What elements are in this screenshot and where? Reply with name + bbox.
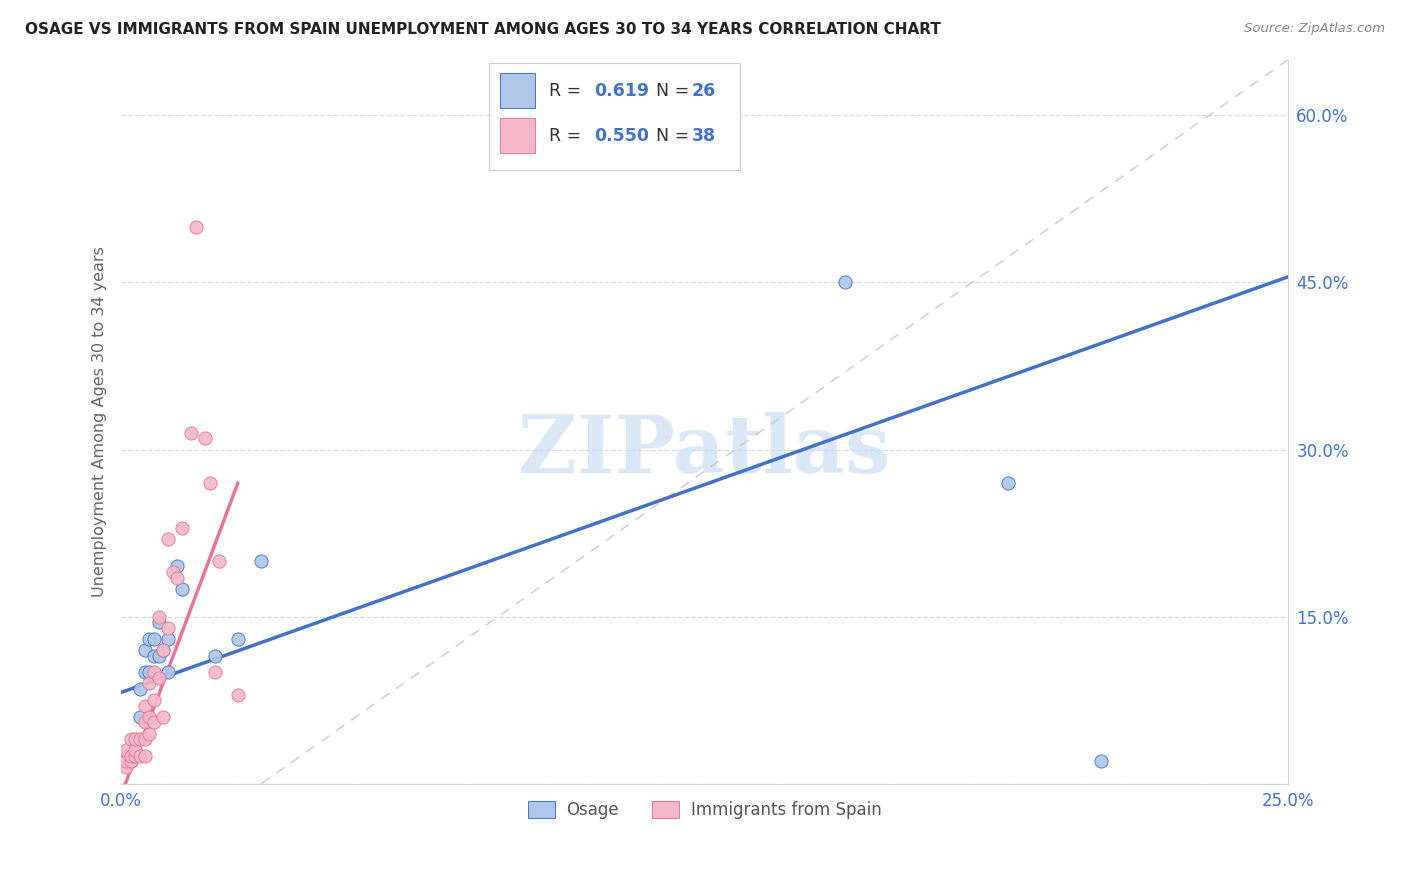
Y-axis label: Unemployment Among Ages 30 to 34 years: Unemployment Among Ages 30 to 34 years <box>93 246 107 597</box>
Point <box>128 732 150 747</box>
Point <box>138 665 160 680</box>
Point <box>134 698 156 713</box>
Text: ZIPatlas: ZIPatlas <box>519 411 891 490</box>
Text: N =: N = <box>645 127 695 145</box>
Point <box>128 681 150 696</box>
Point <box>194 431 217 445</box>
Point <box>204 648 226 663</box>
Point <box>142 693 165 707</box>
Point <box>152 643 174 657</box>
Point <box>134 643 156 657</box>
Text: R =: R = <box>550 82 588 100</box>
Point <box>834 276 856 290</box>
Point <box>166 571 188 585</box>
Legend: Osage, Immigrants from Spain: Osage, Immigrants from Spain <box>522 795 889 826</box>
Point <box>180 425 202 440</box>
Point <box>142 632 165 646</box>
Point <box>120 755 142 769</box>
Point <box>138 632 160 646</box>
Point <box>170 582 193 596</box>
Point <box>156 632 179 646</box>
Point <box>115 760 138 774</box>
Point <box>148 648 170 663</box>
Point <box>204 665 226 680</box>
Point <box>142 715 165 730</box>
Text: 0.619: 0.619 <box>593 82 648 100</box>
Point <box>124 732 146 747</box>
Text: R =: R = <box>550 127 588 145</box>
Point <box>156 532 179 546</box>
Point <box>138 676 160 690</box>
Point <box>142 648 165 663</box>
Point <box>124 743 146 757</box>
Point <box>156 621 179 635</box>
Point <box>162 565 184 579</box>
Point <box>226 632 249 646</box>
Point <box>124 743 146 757</box>
Point <box>184 219 207 234</box>
Text: 26: 26 <box>692 82 716 100</box>
Point <box>152 710 174 724</box>
Point <box>138 726 160 740</box>
Point <box>134 732 156 747</box>
Text: OSAGE VS IMMIGRANTS FROM SPAIN UNEMPLOYMENT AMONG AGES 30 TO 34 YEARS CORRELATIO: OSAGE VS IMMIGRANTS FROM SPAIN UNEMPLOYM… <box>25 22 941 37</box>
Point <box>148 615 170 630</box>
Point <box>134 665 156 680</box>
Point <box>156 665 179 680</box>
Text: N =: N = <box>645 82 695 100</box>
Point <box>997 475 1019 490</box>
Point <box>671 136 693 150</box>
FancyBboxPatch shape <box>489 63 740 170</box>
Point <box>134 715 156 730</box>
Point <box>148 671 170 685</box>
Point <box>142 665 165 680</box>
Point <box>120 755 142 769</box>
Point <box>124 748 146 763</box>
Point <box>128 710 150 724</box>
Point <box>198 475 221 490</box>
FancyBboxPatch shape <box>501 73 536 108</box>
Point <box>120 748 142 763</box>
Point <box>152 643 174 657</box>
Point <box>166 559 188 574</box>
Point <box>124 748 146 763</box>
Point <box>120 732 142 747</box>
Point <box>148 609 170 624</box>
Text: 0.550: 0.550 <box>593 127 648 145</box>
Point <box>115 748 138 763</box>
Point <box>134 748 156 763</box>
Point <box>115 743 138 757</box>
Point <box>1090 755 1112 769</box>
FancyBboxPatch shape <box>501 119 536 153</box>
Text: Source: ZipAtlas.com: Source: ZipAtlas.com <box>1244 22 1385 36</box>
Point <box>110 755 132 769</box>
Point <box>128 748 150 763</box>
Point <box>226 688 249 702</box>
Point <box>250 554 273 568</box>
Point <box>208 554 231 568</box>
Point <box>115 755 138 769</box>
Text: 38: 38 <box>692 127 716 145</box>
Point <box>138 710 160 724</box>
Point <box>170 520 193 534</box>
